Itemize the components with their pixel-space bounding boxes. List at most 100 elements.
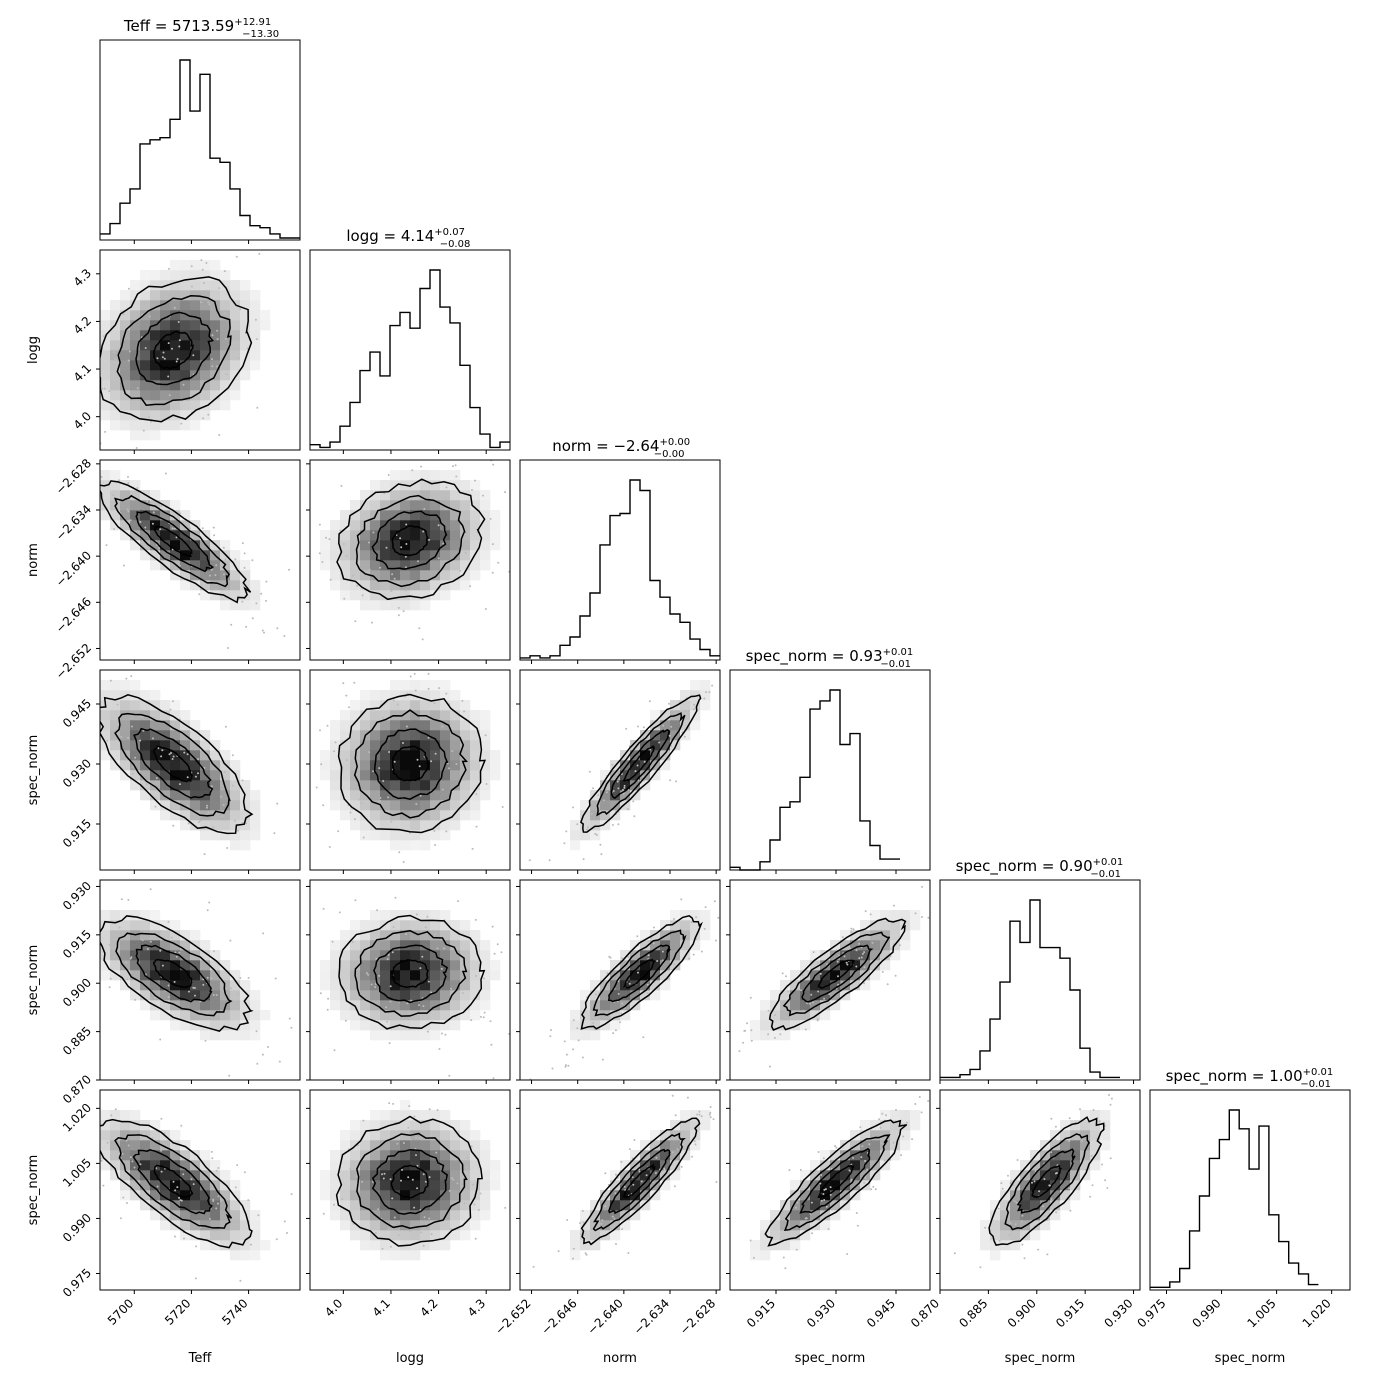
sample-point [362,1119,365,1122]
y-tick-label: −2.634 [53,502,94,543]
density-cell [410,690,421,701]
density-cell [470,950,481,961]
sample-point [389,985,392,988]
density-cell [230,370,241,381]
density-cell [380,770,391,781]
density-cell [360,1140,371,1151]
sample-point [711,1284,713,1286]
density-cell [250,1230,261,1241]
sample-point [820,1174,823,1176]
density-cell [890,1130,901,1141]
x-tick-label: 5720 [162,1296,193,1327]
density-cell [400,770,411,781]
density-cell [680,690,691,701]
density-cell [680,910,691,921]
density-cell [350,530,361,541]
sample-point [632,1183,635,1186]
sample-point [864,1176,867,1179]
sample-point [482,977,485,980]
sample-point [161,749,164,752]
sample-point [587,826,589,829]
density-cell [800,1220,811,1231]
density-cell [450,1160,461,1171]
density-cell [600,820,611,831]
density-cell [180,360,191,371]
density-cell [450,1020,461,1031]
contour-level-1 [153,958,193,989]
sample-point [799,1169,802,1171]
sample-point [1031,1181,1033,1184]
density-cell [600,790,611,801]
density-cell [370,690,381,701]
sample-point [441,725,444,728]
sample-point [112,351,115,354]
sample-point [703,697,706,700]
sample-point [198,593,201,596]
density-cell [370,930,381,941]
sample-point [415,913,418,916]
density-cell [670,940,681,951]
density-cell [690,1110,701,1121]
sample-point [42,1088,44,1090]
sample-point [827,1228,830,1230]
density-cell [240,1200,251,1211]
histogram-panel-norm: norm = −2.64+0.00−0.00 [519,437,721,661]
sample-point [109,679,112,682]
density-cell [440,740,451,751]
density-cell [390,1140,401,1151]
density-cell [770,1030,781,1041]
panel-frame [309,879,511,1081]
density-cell [490,750,501,761]
sample-point [290,1193,293,1196]
density-cell [360,510,371,521]
sample-point [572,1019,575,1022]
density-cell [480,560,491,571]
density-cell [210,330,221,341]
density-cell [620,950,631,961]
density-cell [620,970,631,981]
density-cell [190,1170,201,1181]
density-cell [140,790,151,801]
density-cell [210,290,221,301]
sample-point [452,465,454,468]
sample-point [563,1040,566,1043]
sample-point [566,1219,569,1221]
density-cell [230,350,241,361]
sample-point [471,1183,474,1186]
sample-point [844,1198,847,1201]
sample-point [485,783,488,785]
contour-level-3 [592,1132,686,1232]
sample-point [211,358,213,361]
density-cell [360,760,371,771]
density-cell [440,590,451,601]
density-cell [240,290,251,301]
density-cell [110,390,121,401]
sample-point [808,1002,811,1005]
sample-point [374,1232,377,1234]
density-cell [1060,1140,1071,1151]
density-cell [870,910,881,921]
density-cell [340,810,351,821]
sample-point [422,1244,425,1247]
density-cell [200,730,211,741]
sample-point [216,365,218,368]
density-cell [240,320,251,331]
density-cell [180,390,191,401]
sample-point [585,1253,588,1256]
density-cell [1070,1160,1081,1171]
density-cell [210,350,221,361]
density-cell [250,820,261,831]
sample-point [860,956,863,959]
scatter-panel-spec_norm_1-vs-spec_norm_2 [729,879,931,1081]
density-cell [230,760,241,771]
sample-point [437,557,440,560]
density-cell [460,970,471,981]
contour-level-1 [152,745,193,783]
density-cell [450,720,461,731]
density-cell [100,1120,111,1131]
sample-point [241,600,244,603]
sample-point [322,1212,325,1215]
histogram-steps-Teff [100,59,300,239]
density-cell [470,800,481,811]
density-cell [460,940,471,951]
